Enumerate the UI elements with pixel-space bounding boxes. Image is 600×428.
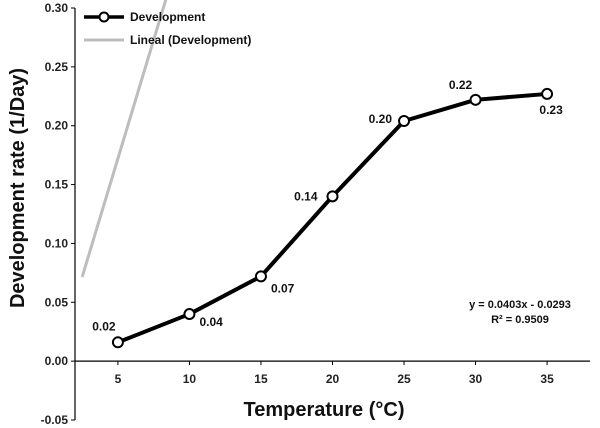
x-tick-label: 35 bbox=[540, 372, 554, 386]
trendline-line bbox=[80, 0, 168, 278]
data-point bbox=[398, 115, 411, 128]
y-tick-label: 0.20 bbox=[45, 119, 69, 133]
data-point bbox=[254, 270, 267, 283]
x-axis: 5 10 15 20 25 30 35 bbox=[75, 360, 590, 386]
y-tick-label: 0.05 bbox=[45, 295, 69, 309]
data-point bbox=[111, 336, 124, 349]
y-tick-label: 0.30 bbox=[45, 1, 69, 15]
data-label: 0.22 bbox=[449, 78, 473, 92]
y-tick-label: 0.00 bbox=[45, 354, 69, 368]
y-axis: -0.05 0.00 0.05 0.10 0.15 0.20 0.25 0.30 bbox=[41, 1, 76, 427]
y-tick-label: 0.25 bbox=[45, 60, 69, 74]
data-label: 0.04 bbox=[199, 315, 223, 329]
data-label: 0.07 bbox=[271, 281, 295, 295]
x-tick-label: 15 bbox=[254, 372, 268, 386]
data-label: 0.14 bbox=[294, 189, 318, 203]
x-tick-label: 10 bbox=[183, 372, 197, 386]
y-axis-title: Development rate (1/Day) bbox=[7, 68, 29, 308]
legend: Development Lineal (Development) bbox=[84, 10, 251, 47]
data-point bbox=[183, 308, 196, 321]
development-series: 0.02 0.04 0.07 0.14 0.20 0.22 0.23 bbox=[92, 78, 563, 349]
y-tick-label: 0.15 bbox=[45, 178, 69, 192]
data-label: 0.23 bbox=[539, 103, 563, 117]
y-tick-label: 0.10 bbox=[45, 236, 69, 250]
legend-marker-development bbox=[98, 11, 110, 23]
legend-label-trend: Lineal (Development) bbox=[130, 33, 251, 47]
data-point bbox=[541, 87, 554, 100]
x-tick-label: 5 bbox=[115, 372, 122, 386]
x-axis-title: Temperature (°C) bbox=[244, 399, 405, 421]
data-label: 0.20 bbox=[369, 112, 393, 126]
data-point bbox=[469, 93, 482, 106]
trend-equation: y = 0.0403x - 0.0293 bbox=[469, 299, 571, 311]
y-tick-label: -0.05 bbox=[41, 413, 69, 427]
x-tick-label: 20 bbox=[326, 372, 340, 386]
data-point bbox=[326, 190, 339, 203]
data-label: 0.02 bbox=[92, 319, 116, 333]
trendline bbox=[80, 0, 168, 278]
legend-label-development: Development bbox=[130, 10, 205, 24]
x-tick-label: 30 bbox=[469, 372, 483, 386]
trend-r-squared: R² = 0.9509 bbox=[491, 314, 549, 326]
x-tick-label: 25 bbox=[397, 372, 411, 386]
